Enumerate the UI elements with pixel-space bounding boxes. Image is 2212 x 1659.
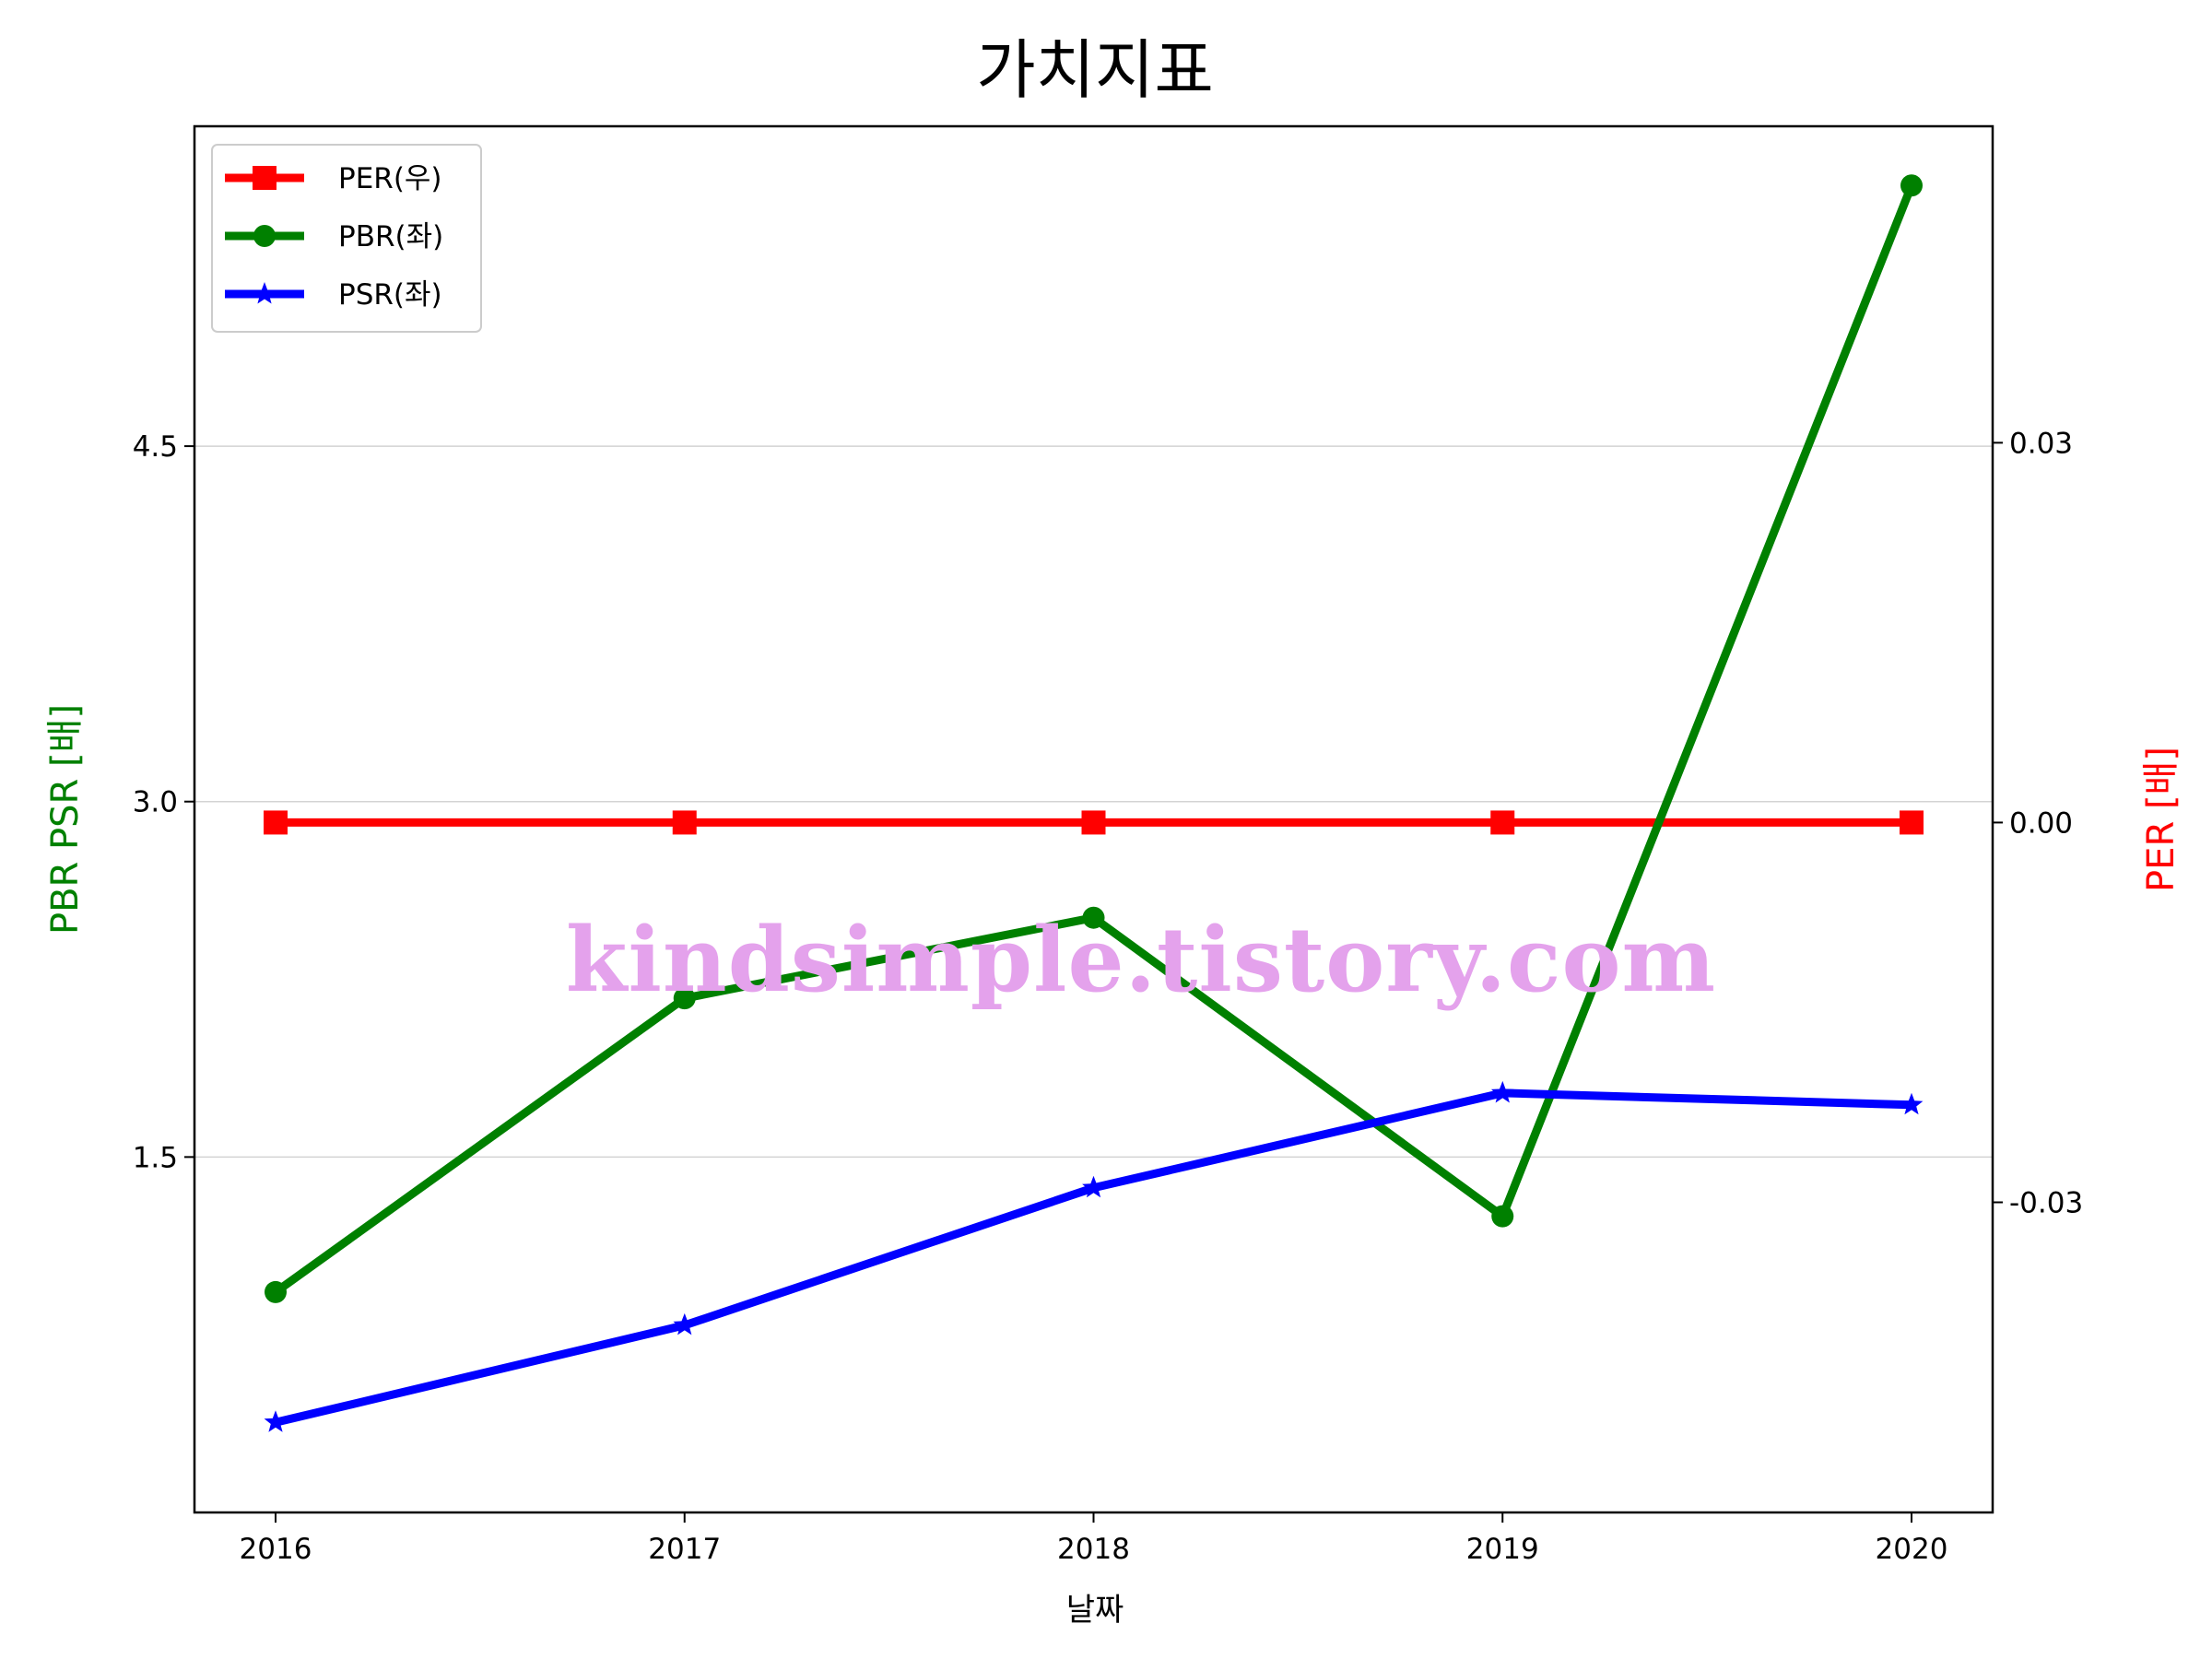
y-left-tick-label-1: 3.0 [133,786,178,819]
series-1 [265,174,1923,1303]
series-layer [264,174,1924,1432]
y-right-tick-label-2: 0.03 [2009,427,2073,460]
series-0-point-2017 [672,810,697,835]
y-left-tick-label-0: 1.5 [133,1141,178,1174]
legend-marker-1 [253,225,276,247]
y-axis-right: -0.03 0.00 0.03 [1993,427,2083,1219]
series-2-point-2017 [673,1312,697,1335]
x-tick-label-2018: 2018 [1057,1533,1130,1566]
legend-marker-2 [253,282,276,304]
series-0-point-2020 [1900,810,1924,835]
series-2-point-2020 [1900,1092,1924,1115]
y-left-tick-label-2: 4.5 [133,430,178,464]
series-1-point-2019 [1491,1205,1514,1228]
series-0-point-2016 [264,810,288,835]
x-axis: 2016 2017 2018 2019 2020 [240,1512,1948,1566]
legend-box [211,144,482,333]
gridlines [194,445,1993,1159]
series-0-point-2019 [1490,810,1515,835]
series-1-point-2016 [265,1280,287,1303]
x-tick-label-2020: 2020 [1876,1533,1948,1566]
x-axis-label: 날짜 [1066,1592,1124,1629]
series-2 [264,1080,1924,1432]
y-right-tick-label-0: -0.03 [2009,1186,2083,1219]
x-tick-label-2016: 2016 [240,1533,312,1566]
series-0 [264,810,1924,835]
y-axis-left-label: PBR PSR [배] [44,704,87,935]
series-2-point-2018 [1082,1175,1105,1198]
series-2-point-2016 [264,1410,288,1432]
y-axis-left: 1.5 3.0 4.5 [133,430,194,1174]
series-0-point-2018 [1081,810,1106,835]
watermark-text: kindsimple.tistory.com [566,908,1716,1012]
y-right-tick-label-1: 0.00 [2009,806,2073,840]
series-1-point-2017 [673,987,696,1010]
legend-marker-0 [253,166,276,190]
chart-title: 가치지표 [976,32,1214,108]
legend-label-1: PBR(좌) [338,220,443,253]
x-tick-label-2019: 2019 [1466,1533,1539,1566]
series-1-point-2020 [1900,174,1923,197]
series-2-point-2019 [1490,1080,1514,1103]
series-1-point-2018 [1082,906,1105,929]
x-tick-label-2017: 2017 [648,1533,721,1566]
y-axis-right-label: PER [배] [2140,747,2183,892]
legend: PER(우) PBR(좌) PSR(좌) [211,144,482,333]
legend-label-0: PER(우) [338,162,442,195]
legend-label-2: PSR(좌) [338,278,442,312]
